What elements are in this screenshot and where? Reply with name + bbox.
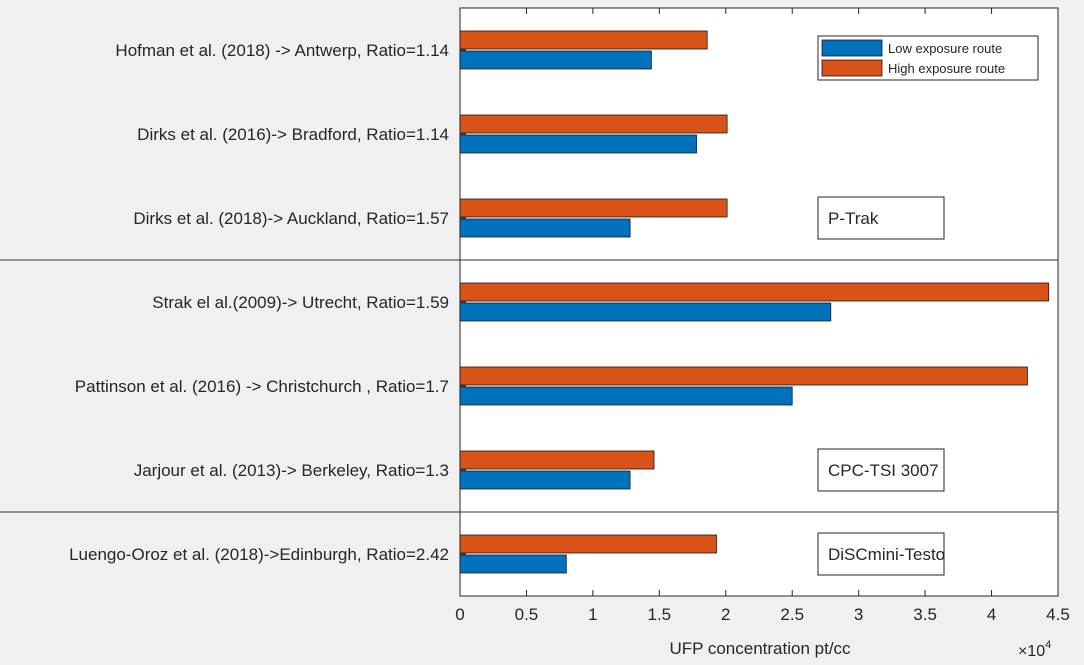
category-label-3: Strak el al.(2009)-> Utrecht, Ratio=1.59 xyxy=(152,293,449,312)
category-labels: Hofman et al. (2018) -> Antwerp, Ratio=1… xyxy=(69,41,466,564)
bar-low-3 xyxy=(459,302,832,322)
legend-swatch-high xyxy=(821,59,883,77)
category-label-1: Dirks et al. (2016)-> Bradford, Ratio=1.… xyxy=(137,125,449,144)
x-tick-label-0: 0 xyxy=(455,605,464,624)
instrument-label-2: DiSCmini-Testo xyxy=(828,545,945,564)
instrument-box-1 xyxy=(817,448,945,492)
legend: Low exposure route High exposure route xyxy=(817,35,1039,81)
bar-low-0 xyxy=(459,50,652,70)
bar-high-2 xyxy=(459,198,728,218)
x-tick-label-8: 4 xyxy=(987,605,996,624)
legend-label-high: High exposure route xyxy=(888,61,1005,76)
category-label-6: Luengo-Oroz et al. (2018)->Edinburgh, Ra… xyxy=(69,545,449,564)
category-label-5: Jarjour et al. (2013)-> Berkeley, Ratio=… xyxy=(134,461,449,480)
x-axis-multiplier-base: ×10 xyxy=(1018,643,1045,660)
bar-high-6 xyxy=(459,534,717,554)
bar-high-0 xyxy=(459,30,708,50)
x-tick-label-5: 2.5 xyxy=(780,605,804,624)
bar-low-1 xyxy=(459,134,697,154)
x-tick-label-1: 0.5 xyxy=(515,605,539,624)
legend-label-low: Low exposure route xyxy=(888,41,1002,56)
category-label-0: Hofman et al. (2018) -> Antwerp, Ratio=1… xyxy=(115,41,449,60)
instrument-label-0: P-Trak xyxy=(828,209,879,228)
x-axis-multiplier: ×104 xyxy=(1018,639,1051,660)
bar-low-2 xyxy=(459,218,631,238)
x-tick-label-3: 1.5 xyxy=(648,605,672,624)
bar-high-4 xyxy=(459,366,1028,386)
bars xyxy=(459,30,1050,574)
bar-high-1 xyxy=(459,114,728,134)
x-axis-label: UFP concentration pt/cc xyxy=(669,639,851,658)
x-tick-label-2: 1 xyxy=(588,605,597,624)
x-tick-label-6: 3 xyxy=(854,605,863,624)
bar-low-4 xyxy=(459,386,793,406)
category-label-4: Pattinson et al. (2016) -> Christchurch … xyxy=(75,377,449,396)
x-tick-label-4: 2 xyxy=(721,605,730,624)
bar-low-5 xyxy=(459,470,631,490)
legend-swatch-low xyxy=(821,39,883,57)
plot-area xyxy=(459,7,1059,597)
x-tick-label-9: 4.5 xyxy=(1046,605,1070,624)
bar-high-3 xyxy=(459,282,1050,302)
x-axis: 0 0.5 1 1.5 2 2.5 3 3.5 4 4.5 xyxy=(455,8,1070,624)
group-dividers xyxy=(0,259,1058,513)
category-label-2: Dirks et al. (2018)-> Auckland, Ratio=1.… xyxy=(133,209,449,228)
bar-high-5 xyxy=(459,450,655,470)
x-axis-multiplier-exponent: 4 xyxy=(1045,639,1051,651)
x-tick-label-7: 3.5 xyxy=(913,605,937,624)
instrument-boxes: P-Trak CPC-TSI 3007 DiSCmini-Testo xyxy=(817,196,945,576)
instrument-box-2 xyxy=(817,532,945,576)
bar-low-6 xyxy=(459,554,567,574)
instrument-label-1: CPC-TSI 3007 xyxy=(828,461,939,480)
instrument-box-0 xyxy=(817,196,945,240)
